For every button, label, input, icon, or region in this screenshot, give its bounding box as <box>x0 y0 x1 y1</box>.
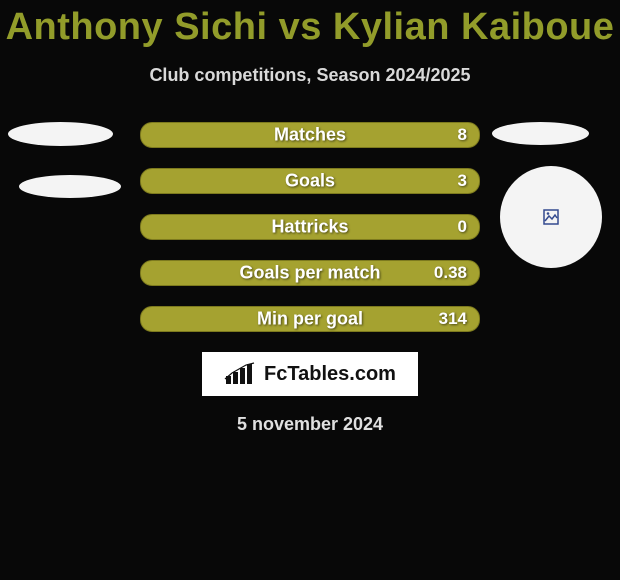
stat-bar-goals-per-match: Goals per match 0.38 <box>140 260 480 286</box>
broken-image-icon <box>543 209 559 225</box>
stat-value: 0 <box>458 217 467 237</box>
stat-bar-min-per-goal: Min per goal 314 <box>140 306 480 332</box>
stat-label: Matches <box>141 125 479 146</box>
stat-bar-matches: Matches 8 <box>140 122 480 148</box>
stat-value: 314 <box>439 309 467 329</box>
date-label: 5 november 2024 <box>0 414 620 435</box>
stat-label: Min per goal <box>141 309 479 330</box>
brand-logo[interactable]: FcTables.com <box>202 352 418 396</box>
subtitle: Club competitions, Season 2024/2025 <box>0 65 620 86</box>
player2-avatar-placeholder <box>500 166 602 268</box>
stat-value: 8 <box>458 125 467 145</box>
stats-bars: Matches 8 Goals 3 Hattricks 0 Goals per … <box>140 122 480 332</box>
stat-label: Goals per match <box>141 263 479 284</box>
brand-chart-icon <box>224 362 258 386</box>
stat-label: Goals <box>141 171 479 192</box>
player2-shadow-1 <box>492 122 589 145</box>
stat-value: 0.38 <box>434 263 467 283</box>
stat-value: 3 <box>458 171 467 191</box>
stat-label: Hattricks <box>141 217 479 238</box>
brand-text: FcTables.com <box>264 363 396 386</box>
player1-shadow-2 <box>19 175 121 198</box>
page-title: Anthony Sichi vs Kylian Kaiboue <box>0 0 620 49</box>
content-area: Matches 8 Goals 3 Hattricks 0 Goals per … <box>0 122 620 435</box>
stat-bar-hattricks: Hattricks 0 <box>140 214 480 240</box>
stat-bar-goals: Goals 3 <box>140 168 480 194</box>
player1-shadow-1 <box>8 122 113 146</box>
